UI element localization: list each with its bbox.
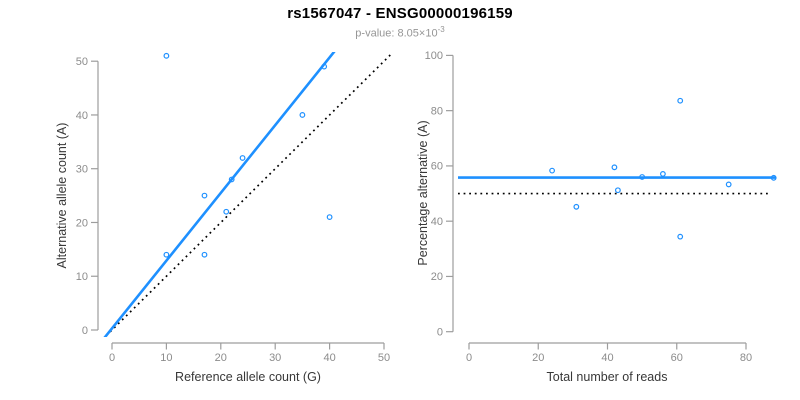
data-point (725, 181, 732, 188)
fit-line (103, 52, 336, 337)
y-tick-label: 100 (425, 50, 443, 62)
pvalue-exponent: -3 (437, 25, 445, 34)
y-tick-label: 20 (76, 217, 88, 229)
x-tick-label: 20 (532, 352, 544, 364)
y-tick-label: 40 (431, 216, 443, 228)
x-tick-label: 80 (740, 352, 752, 364)
data-point (639, 174, 646, 180)
x-axis-title: Total number of reads (547, 370, 668, 384)
data-point (614, 187, 621, 194)
data-point (239, 155, 246, 161)
data-point (677, 233, 684, 240)
y-tick-label: 0 (437, 327, 443, 339)
data-point (321, 63, 328, 70)
data-point (573, 203, 580, 210)
x-tick-label: 40 (601, 352, 613, 364)
data-point (299, 112, 306, 118)
x-tick-label: 60 (671, 352, 683, 364)
y-tick-label: 30 (76, 164, 88, 176)
data-point (660, 171, 666, 177)
y-tick-label: 40 (76, 110, 88, 122)
figure-title: rs1567047 - ENSG00000196159 (287, 5, 513, 22)
data-point (677, 97, 684, 104)
data-point (163, 251, 170, 258)
x-tick-label: 0 (109, 352, 115, 364)
x-tick-label: 20 (215, 352, 227, 364)
data-point (611, 164, 618, 171)
y-tick-label: 10 (76, 271, 88, 283)
data-point (549, 167, 555, 174)
data-point (326, 214, 333, 221)
y-axis-title: Alternative allele count (A) (55, 123, 69, 269)
data-point (163, 52, 170, 59)
y-tick-label: 0 (82, 325, 88, 337)
data-point (201, 251, 208, 258)
data-point (770, 174, 777, 181)
figure-subtitle: p-value: 8.05×10-3 (0, 25, 800, 40)
y-axis-title: Percentage alternative (A) (416, 120, 430, 265)
y-tick-label: 20 (431, 271, 443, 283)
x-tick-label: 0 (466, 352, 472, 364)
data-point (201, 192, 208, 199)
x-tick-label: 10 (160, 352, 172, 364)
y-tick-label: 60 (431, 161, 443, 173)
pvalue-text: p-value: 8.05×10 (355, 27, 438, 40)
x-tick-label: 50 (378, 352, 390, 364)
data-point (228, 176, 235, 183)
x-tick-label: 30 (269, 352, 281, 364)
data-point (223, 208, 230, 215)
y-tick-label: 80 (431, 105, 443, 117)
reference-line (103, 52, 392, 337)
x-tick-label: 40 (323, 352, 335, 364)
x-axis-title: Reference allele count (G) (175, 370, 321, 384)
y-tick-label: 50 (76, 56, 88, 68)
